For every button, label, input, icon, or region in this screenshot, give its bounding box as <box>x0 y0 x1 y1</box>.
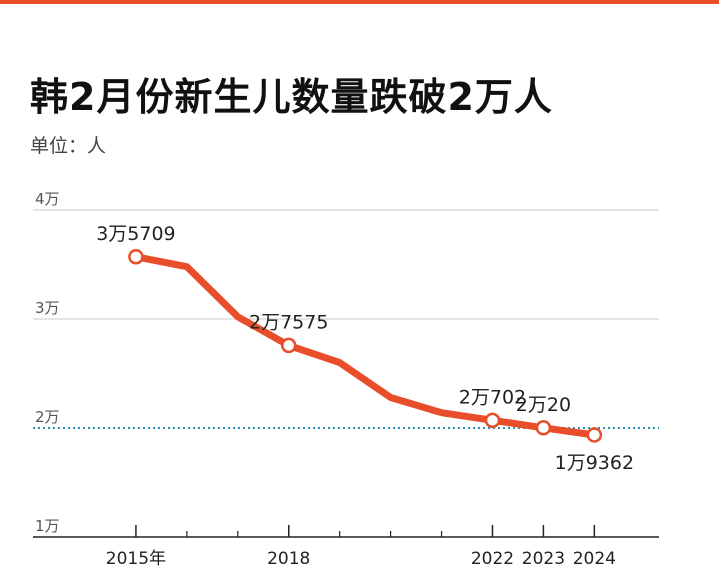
data-label: 3万5709 <box>96 223 175 245</box>
y-tick-label: 2万 <box>35 408 60 426</box>
x-tick-label: 2018 <box>267 549 310 569</box>
series-line-layer <box>132 253 598 439</box>
data-point-marker <box>128 249 144 265</box>
data-label: 2万20 <box>516 394 571 416</box>
x-tick-label: 2015年 <box>106 549 166 569</box>
y-tick-label: 3万 <box>35 299 60 317</box>
y-tick-label: 4万 <box>35 190 60 208</box>
data-label: 2万702 <box>459 386 526 408</box>
series-line <box>132 253 598 439</box>
data-point-marker <box>535 420 552 436</box>
x-tick-label: 2024 <box>573 549 616 569</box>
axis-layer: 1万 2万 3万 4万 2015年 2018 2022 2023 2024 <box>33 190 659 569</box>
data-label: 2万7575 <box>249 311 328 333</box>
marker-layer <box>128 249 603 443</box>
data-point-marker <box>280 337 297 354</box>
data-point-marker <box>484 412 501 429</box>
top-accent-bar <box>0 0 719 4</box>
x-tick-label: 2022 <box>471 549 514 569</box>
data-label: 1万9362 <box>555 452 634 474</box>
data-point-marker <box>586 427 603 443</box>
chart-title: 韩2月份新生儿数量跌破2万人 <box>30 75 553 119</box>
x-tick-label: 2023 <box>522 549 565 569</box>
y-tick-label: 1万 <box>35 517 60 535</box>
unit-label: 单位：人 <box>30 135 107 157</box>
